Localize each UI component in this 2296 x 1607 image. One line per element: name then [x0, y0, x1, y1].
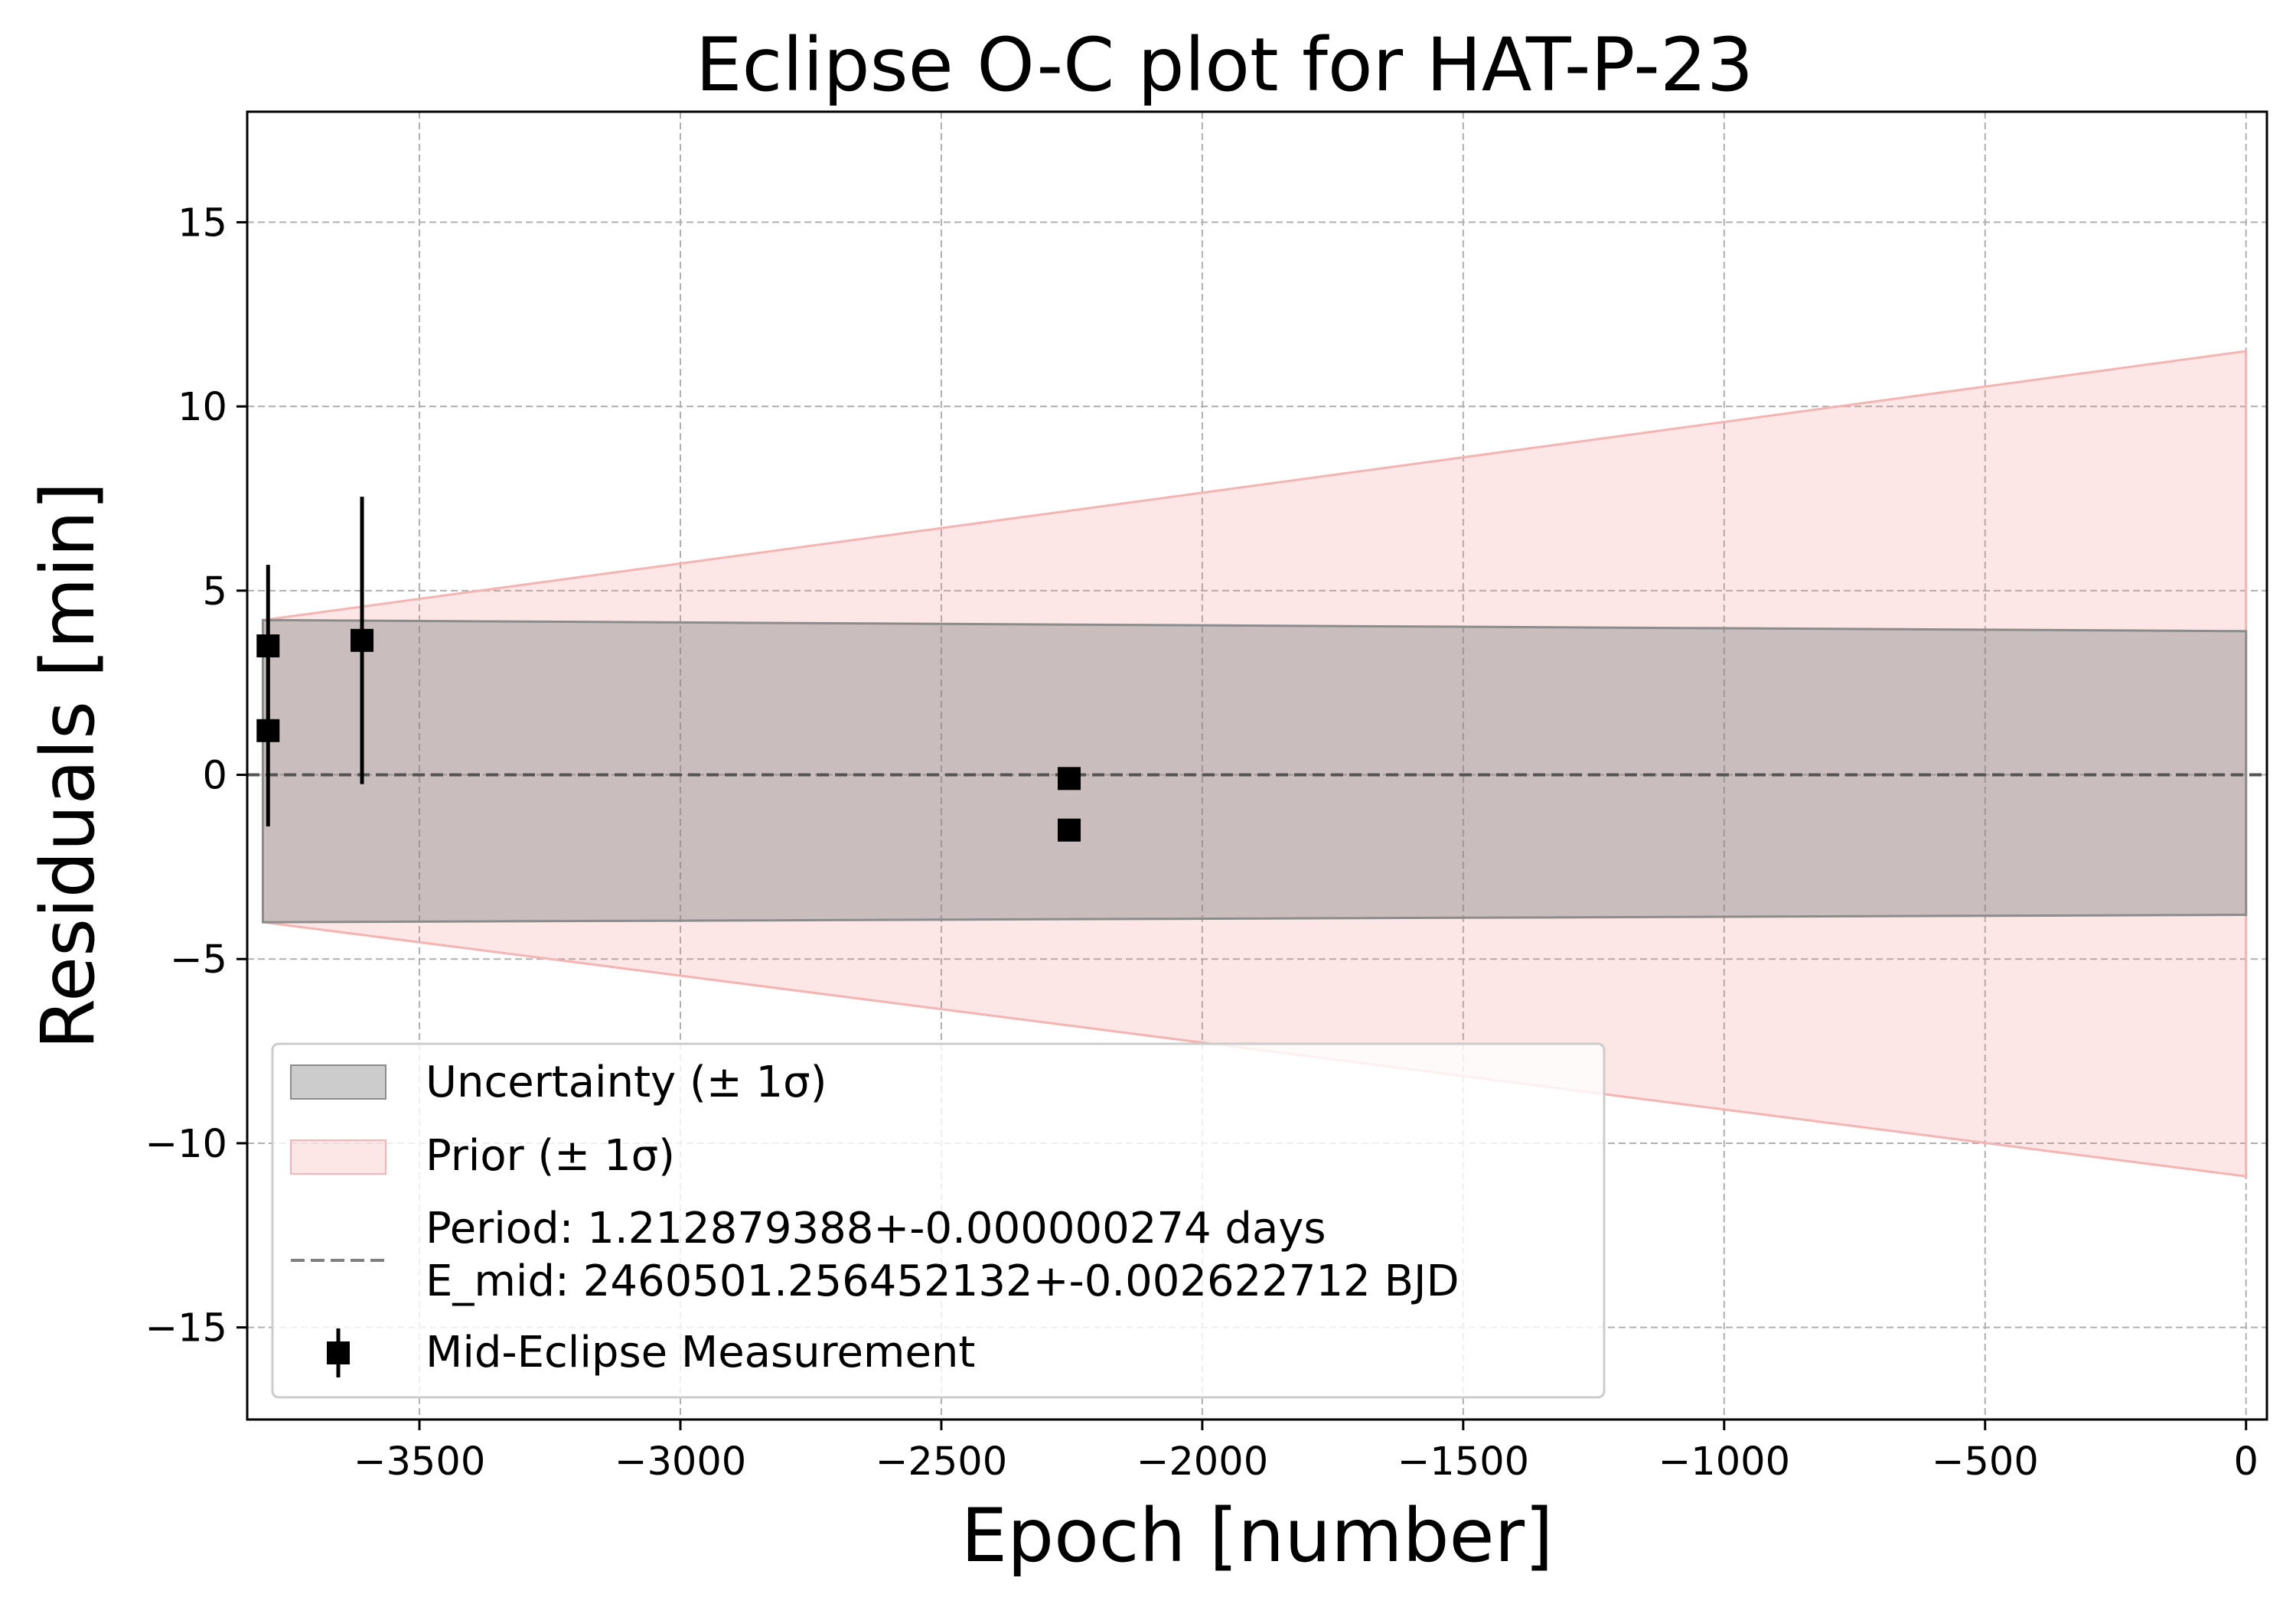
y-tick-label: −15 [145, 1306, 227, 1351]
x-tick-label: −500 [1932, 1439, 2039, 1485]
marker [1058, 818, 1081, 842]
uncertainty-band [261, 618, 2248, 924]
legend-key-measurement [327, 1328, 350, 1377]
x-tick-label: −3000 [615, 1439, 747, 1485]
y-tick-label: 0 [203, 754, 227, 799]
x-tick-label: −1000 [1658, 1439, 1791, 1485]
y-tick-label: −5 [170, 937, 227, 983]
marker [351, 628, 374, 652]
plot-frame [246, 110, 2268, 1421]
data-point [256, 634, 280, 826]
data-point [1058, 767, 1081, 790]
y-tick-label: 10 [178, 385, 227, 430]
legend: Uncertainty (± 1σ) Prior (± 1σ) Period: … [271, 1042, 1606, 1399]
x-axis-title: Epoch [number] [960, 1493, 1553, 1579]
legend-label-prior: Prior (± 1σ) [426, 1131, 675, 1181]
axis-ticks: −3500 −3000 −2500 −2000 −1500 −1000 −500 0 15 10 5… [145, 200, 2258, 1485]
y-tick-label: 5 [203, 569, 227, 614]
data-points [256, 497, 1081, 842]
x-tick-label: −2000 [1137, 1439, 1269, 1485]
legend-marker [327, 1341, 350, 1364]
y-tick-label: 15 [178, 200, 227, 246]
legend-label-emid: E_mid: 2460501.256452132+-0.002622712 BJ… [426, 1257, 1459, 1306]
legend-box [271, 1042, 1606, 1399]
y-axis-title: Residuals [min] [25, 482, 111, 1050]
data-point [1058, 818, 1081, 842]
x-tick-label: −1500 [1397, 1439, 1530, 1485]
legend-key-prior [290, 1139, 386, 1175]
y-tick-label: −10 [145, 1122, 227, 1167]
x-tick-label: −2500 [876, 1439, 1008, 1485]
legend-label-uncertainty: Uncertainty (± 1σ) [426, 1058, 827, 1107]
marker [1058, 767, 1081, 790]
data-point [351, 497, 374, 784]
bands [261, 350, 2248, 1178]
x-tick-label: −3500 [354, 1439, 486, 1485]
chart-title: Eclipse O-C plot for HAT-P-23 [696, 22, 1753, 108]
x-tick-label: 0 [2233, 1439, 2258, 1485]
legend-label-measurement: Mid-Eclipse Measurement [426, 1328, 975, 1377]
legend-key-uncertainty [290, 1064, 386, 1100]
legend-label-period: Period: 1.212879388+-0.000000274 days [426, 1204, 1326, 1253]
marker [256, 719, 280, 742]
